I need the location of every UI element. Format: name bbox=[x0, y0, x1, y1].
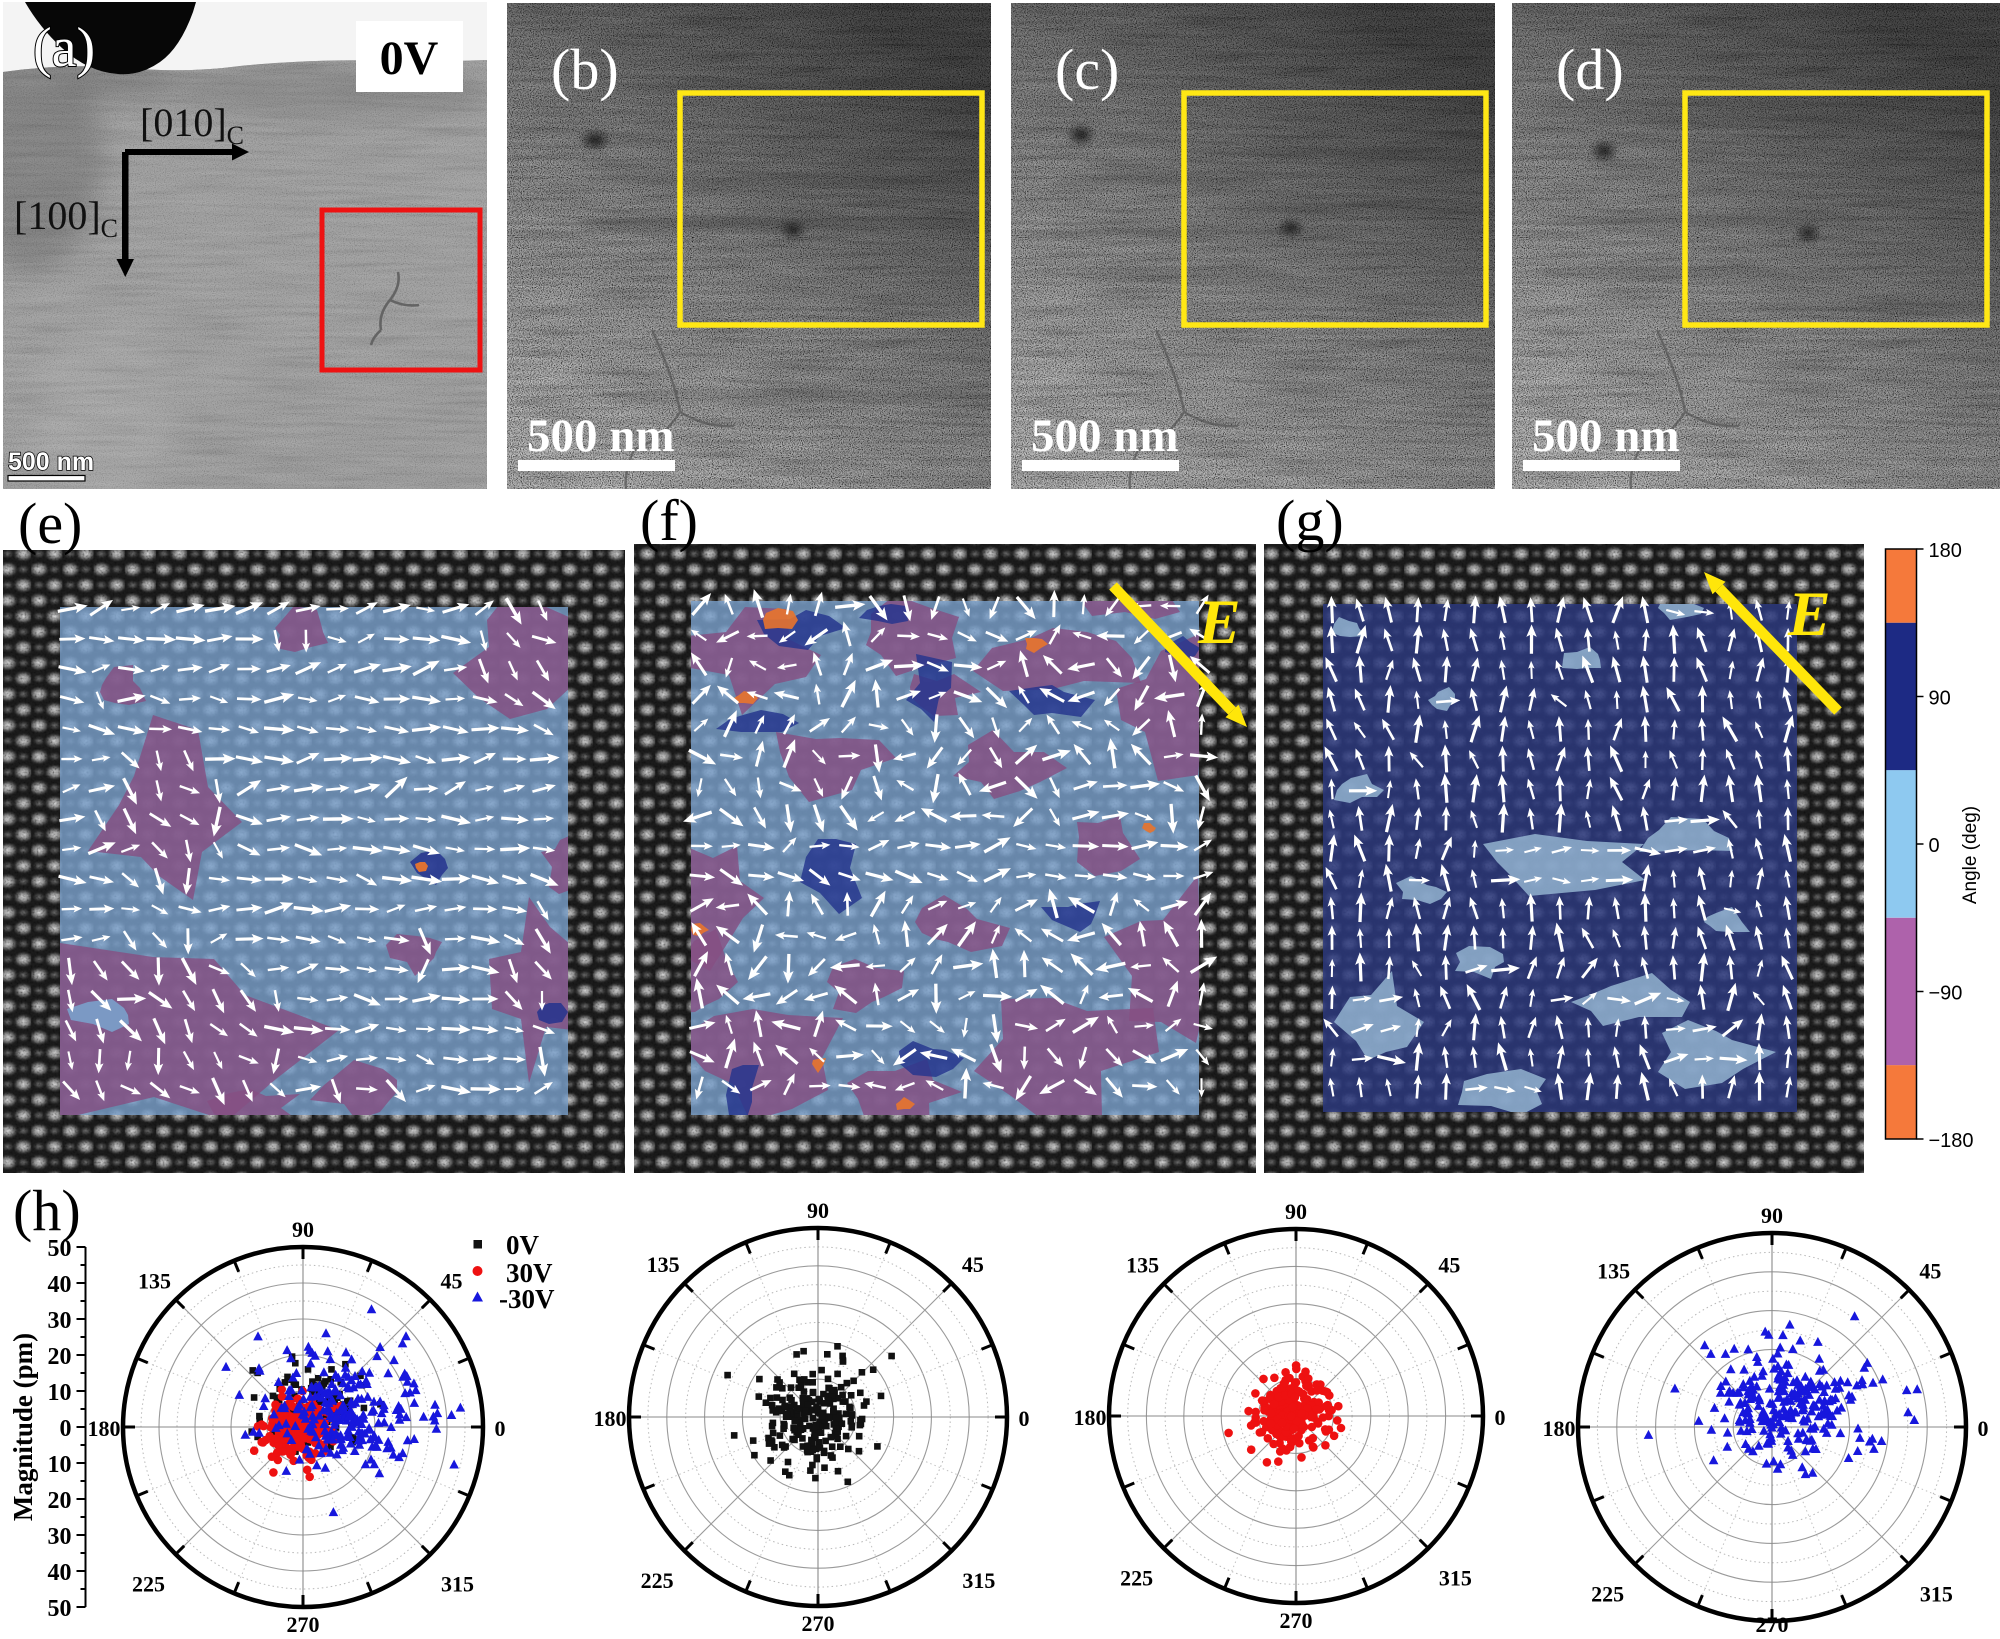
svg-text:20: 20 bbox=[48, 1488, 72, 1514]
svg-text:180: 180 bbox=[1074, 1405, 1107, 1430]
svg-text:(b): (b) bbox=[551, 37, 619, 102]
svg-text:-30V: -30V bbox=[499, 1284, 555, 1314]
svg-text:180: 180 bbox=[594, 1406, 627, 1431]
svg-text:270: 270 bbox=[1280, 1608, 1313, 1633]
svg-text:20: 20 bbox=[48, 1344, 72, 1370]
svg-text:45: 45 bbox=[962, 1252, 984, 1277]
svg-text:0: 0 bbox=[1019, 1406, 1030, 1431]
svg-text:45: 45 bbox=[1919, 1259, 1941, 1284]
svg-text:Angle (deg): Angle (deg) bbox=[1960, 806, 1981, 904]
svg-text:315: 315 bbox=[441, 1572, 474, 1597]
svg-text:90: 90 bbox=[292, 1217, 314, 1242]
svg-text:135: 135 bbox=[138, 1269, 171, 1294]
svg-text:50: 50 bbox=[48, 1596, 72, 1622]
svg-text:0: 0 bbox=[1495, 1405, 1506, 1430]
svg-text:10: 10 bbox=[48, 1380, 72, 1406]
svg-text:315: 315 bbox=[962, 1568, 995, 1593]
svg-text:0: 0 bbox=[495, 1416, 506, 1441]
svg-text:10: 10 bbox=[48, 1452, 72, 1478]
svg-text:40: 40 bbox=[48, 1560, 72, 1586]
svg-text:(d): (d) bbox=[1556, 37, 1624, 102]
svg-text:0: 0 bbox=[60, 1416, 72, 1442]
svg-text:E: E bbox=[1197, 586, 1241, 657]
svg-text:(g): (g) bbox=[1276, 488, 1344, 553]
svg-text:0: 0 bbox=[1929, 835, 1940, 857]
svg-text:500 nm: 500 nm bbox=[1031, 410, 1179, 462]
svg-text:45: 45 bbox=[1438, 1253, 1460, 1278]
svg-text:180: 180 bbox=[88, 1416, 121, 1441]
svg-text:(h): (h) bbox=[13, 1178, 81, 1243]
svg-text:0: 0 bbox=[1978, 1416, 1989, 1441]
svg-text:−90: −90 bbox=[1929, 983, 1963, 1005]
svg-text:270: 270 bbox=[1756, 1612, 1789, 1634]
svg-text:270: 270 bbox=[287, 1612, 320, 1634]
svg-text:30: 30 bbox=[48, 1524, 72, 1550]
svg-text:225: 225 bbox=[1120, 1565, 1153, 1590]
svg-text:30: 30 bbox=[48, 1308, 72, 1334]
svg-text:0V: 0V bbox=[506, 1230, 540, 1260]
svg-text:225: 225 bbox=[132, 1572, 165, 1597]
svg-text:(c): (c) bbox=[1055, 37, 1119, 102]
svg-text:270: 270 bbox=[802, 1611, 835, 1634]
svg-text:45: 45 bbox=[441, 1269, 463, 1294]
svg-text:40: 40 bbox=[48, 1272, 72, 1298]
svg-text:225: 225 bbox=[1591, 1581, 1624, 1606]
svg-text:Magnitude (pm): Magnitude (pm) bbox=[8, 1333, 38, 1521]
svg-text:(e): (e) bbox=[18, 491, 82, 556]
svg-text:500 nm: 500 nm bbox=[8, 448, 94, 476]
svg-text:90: 90 bbox=[1285, 1199, 1307, 1224]
svg-text:315: 315 bbox=[1920, 1581, 1953, 1606]
svg-text:500 nm: 500 nm bbox=[1532, 410, 1680, 462]
svg-text:135: 135 bbox=[1597, 1259, 1630, 1284]
svg-text:500 nm: 500 nm bbox=[527, 410, 675, 462]
svg-text:[100]C: [100]C bbox=[14, 193, 118, 243]
svg-text:180: 180 bbox=[1929, 540, 1962, 562]
svg-text:180: 180 bbox=[1543, 1416, 1576, 1441]
svg-text:30V: 30V bbox=[506, 1258, 553, 1288]
svg-text:(a): (a) bbox=[33, 17, 95, 79]
svg-text:135: 135 bbox=[647, 1252, 680, 1277]
svg-text:−180: −180 bbox=[1929, 1130, 1974, 1152]
svg-text:E: E bbox=[1787, 578, 1831, 649]
svg-text:135: 135 bbox=[1126, 1253, 1159, 1278]
svg-text:225: 225 bbox=[641, 1568, 674, 1593]
svg-text:90: 90 bbox=[1929, 688, 1951, 710]
svg-text:0V: 0V bbox=[380, 32, 439, 85]
svg-text:315: 315 bbox=[1439, 1565, 1472, 1590]
svg-text:(f): (f) bbox=[640, 488, 698, 553]
svg-text:90: 90 bbox=[1761, 1203, 1783, 1228]
svg-text:50: 50 bbox=[48, 1236, 72, 1262]
svg-text:90: 90 bbox=[807, 1198, 829, 1223]
